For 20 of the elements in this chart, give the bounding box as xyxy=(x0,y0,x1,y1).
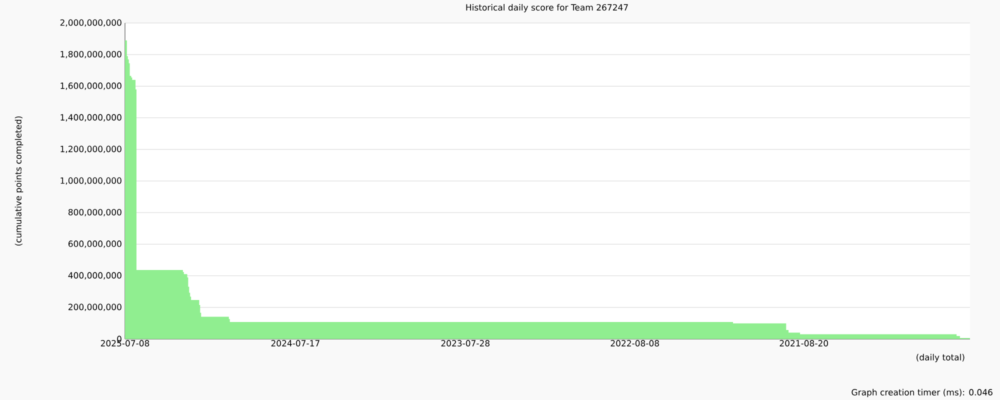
y-tick-label: 1,400,000,000 xyxy=(60,114,122,122)
x-tick-label: 2021-08-20 xyxy=(780,340,828,346)
y-axis-title: (cumulative points completed) xyxy=(14,116,24,246)
x-tick-label: 2023-07-28 xyxy=(441,340,490,346)
y-tick-label: 1,600,000,000 xyxy=(60,82,122,90)
y-tick-label: 800,000,000 xyxy=(68,208,122,216)
y-tick-label: 600,000,000 xyxy=(68,240,122,248)
chart-title: Historical daily score for Team 267247 xyxy=(466,4,628,12)
y-tick-label: 0 xyxy=(117,336,122,342)
text: (daily total) xyxy=(916,354,964,362)
y-tick-label: 200,000,000 xyxy=(68,304,122,312)
y-tick-label: 1,200,000,000 xyxy=(60,146,122,154)
y-tick-label: 1,800,000,000 xyxy=(60,50,122,58)
x-tick-label: 2025-07-08 xyxy=(100,340,150,346)
y-tick-label: 400,000,000 xyxy=(68,272,122,280)
x-tick-label: 2024-07-17 xyxy=(271,340,320,346)
y-tick-label: 1,000,000,000 xyxy=(60,177,122,185)
y-tick-label: 2,000,000,000 xyxy=(60,19,122,27)
x-tick-label: 2022-08-08 xyxy=(610,340,659,346)
text: Graph creation timer (ms): 0.046 xyxy=(852,388,992,398)
